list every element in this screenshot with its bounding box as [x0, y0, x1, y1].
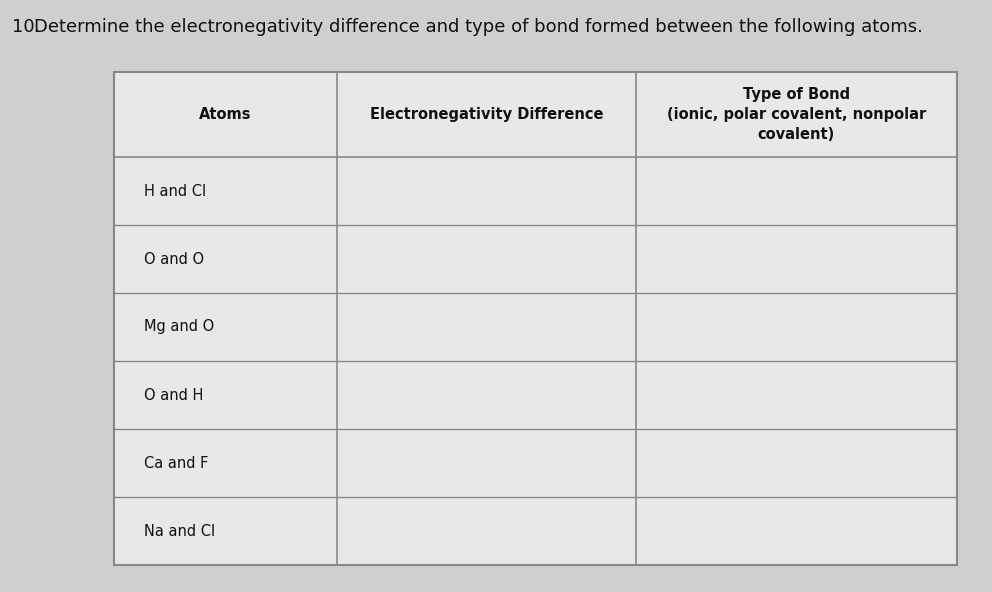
Text: Determine the electronegativity difference and type of bond formed between the f: Determine the electronegativity differen… — [34, 18, 923, 36]
Bar — [114, 72, 957, 565]
Text: O and H: O and H — [144, 388, 203, 403]
Text: Mg and O: Mg and O — [144, 320, 214, 334]
Text: Ca and F: Ca and F — [144, 455, 208, 471]
Text: H and Cl: H and Cl — [144, 184, 206, 198]
Text: Electronegativity Difference: Electronegativity Difference — [370, 107, 603, 122]
Text: O and O: O and O — [144, 252, 204, 266]
Text: 10.: 10. — [12, 18, 41, 36]
Text: Na and Cl: Na and Cl — [144, 523, 215, 539]
Text: Type of Bond
(ionic, polar covalent, nonpolar
covalent): Type of Bond (ionic, polar covalent, non… — [667, 87, 927, 142]
Text: Atoms: Atoms — [199, 107, 252, 122]
Bar — [114, 72, 957, 565]
